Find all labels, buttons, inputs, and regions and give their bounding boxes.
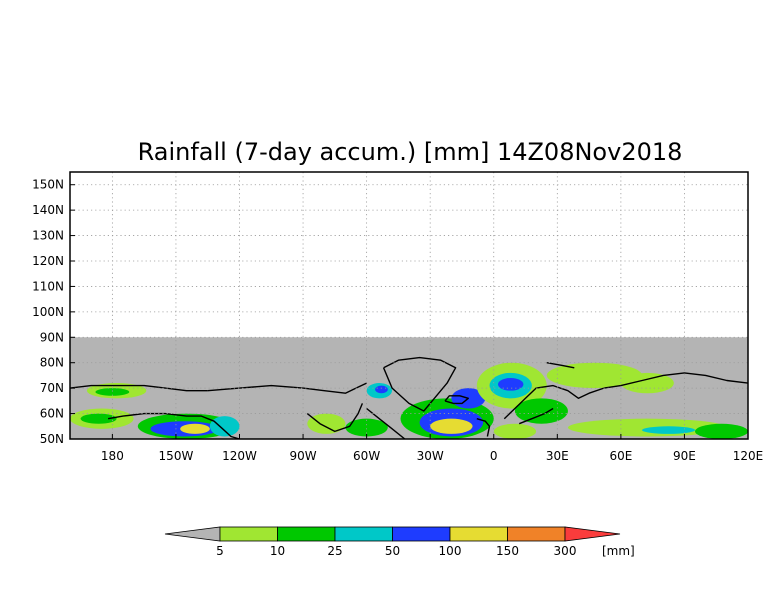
legend-swatch: [277, 526, 336, 542]
map-title: Rainfall (7-day accum.) [mm] 14Z08Nov201…: [138, 138, 683, 166]
rain-region-europe: [493, 423, 537, 439]
y-tick-label: 90N: [40, 330, 64, 344]
y-tick-label: 80N: [40, 356, 64, 370]
map-plot-area: [70, 172, 748, 439]
rain-region-bc-coast: [209, 416, 240, 437]
y-tick-label: 50N: [40, 432, 64, 446]
y-tick-label: 140N: [32, 203, 64, 217]
x-tick-label: 120W: [222, 449, 257, 463]
y-tick-label: 100N: [32, 305, 64, 319]
axis-ticks: 180 150W 120W 90W 60W 30W 0 30E 60E 90E 120E 50N 60N…: [32, 178, 763, 463]
x-tick-label: 30E: [546, 449, 569, 463]
color-legend: 5 10 25 50 100 150 300 [mm]: [164, 526, 635, 558]
x-tick-label: 120E: [733, 449, 764, 463]
coastline-10: [546, 362, 575, 369]
legend-swatch: [392, 526, 451, 542]
rain-region-barents-sea: [546, 362, 643, 389]
y-tick-label: 70N: [40, 381, 64, 395]
legend-label: 150: [496, 544, 519, 558]
legend-unit: [mm]: [602, 544, 635, 558]
coastline-8: [503, 384, 622, 420]
legend-swatch-lowest: [164, 526, 221, 542]
rainfall-layer: [70, 362, 748, 439]
coastline-1: [107, 412, 240, 439]
rain-region-gulf-of-alaska-heavy: [180, 423, 210, 434]
x-tick-label: 30W: [417, 449, 444, 463]
legend-swatch: [507, 526, 566, 542]
coastline-9: [620, 372, 748, 387]
y-tick-label: 110N: [32, 279, 64, 293]
rain-region-alaska-interior-core: [95, 388, 130, 396]
coastline-2: [207, 382, 367, 394]
rain-region-scandinavia: [514, 398, 568, 424]
y-tick-label: 120N: [32, 254, 64, 268]
x-tick-label: 90E: [673, 449, 696, 463]
coastline-7: [476, 418, 491, 437]
rain-region-labrador: [345, 418, 388, 437]
legend-label: 300: [554, 544, 577, 558]
y-tick-label: 130N: [32, 229, 64, 243]
x-tick-label: 60W: [353, 449, 380, 463]
legend-label: 50: [385, 544, 400, 558]
legend-swatch: [334, 526, 393, 542]
x-tick-label: 60E: [609, 449, 632, 463]
coastline-5: [382, 356, 457, 412]
rain-region-bering-sea-core: [80, 413, 117, 424]
x-tick-label: 0: [490, 449, 498, 463]
plot-frame: [69, 171, 749, 440]
legend-label: 25: [327, 544, 342, 558]
rain-region-kara-sea: [620, 372, 674, 394]
legend-swatch: [449, 526, 508, 542]
rain-region-north-atlantic-heavy: [430, 418, 473, 434]
legend-label: 5: [216, 544, 224, 558]
rain-region-baffin-bay-core: [375, 385, 388, 394]
x-tick-label: 150W: [159, 449, 194, 463]
coastline-6: [444, 395, 469, 405]
legend-label: 100: [439, 544, 462, 558]
coastline-3: [306, 403, 364, 433]
legend-label: 10: [270, 544, 285, 558]
coastline-0: [70, 384, 208, 392]
rain-region-east-siberia: [695, 423, 748, 439]
legend-swatch: [219, 526, 278, 542]
legend-swatch-highest: [564, 526, 621, 542]
coastline-11: [518, 407, 554, 425]
y-tick-label: 60N: [40, 407, 64, 421]
rain-region-siberia-core: [642, 426, 696, 434]
y-tick-label: 150N: [32, 178, 64, 192]
rain-region-hudson-bay: [307, 413, 346, 434]
x-tick-label: 90W: [289, 449, 316, 463]
rain-region-norwegian-sea-heavy: [497, 377, 524, 391]
x-tick-label: 180: [101, 449, 124, 463]
